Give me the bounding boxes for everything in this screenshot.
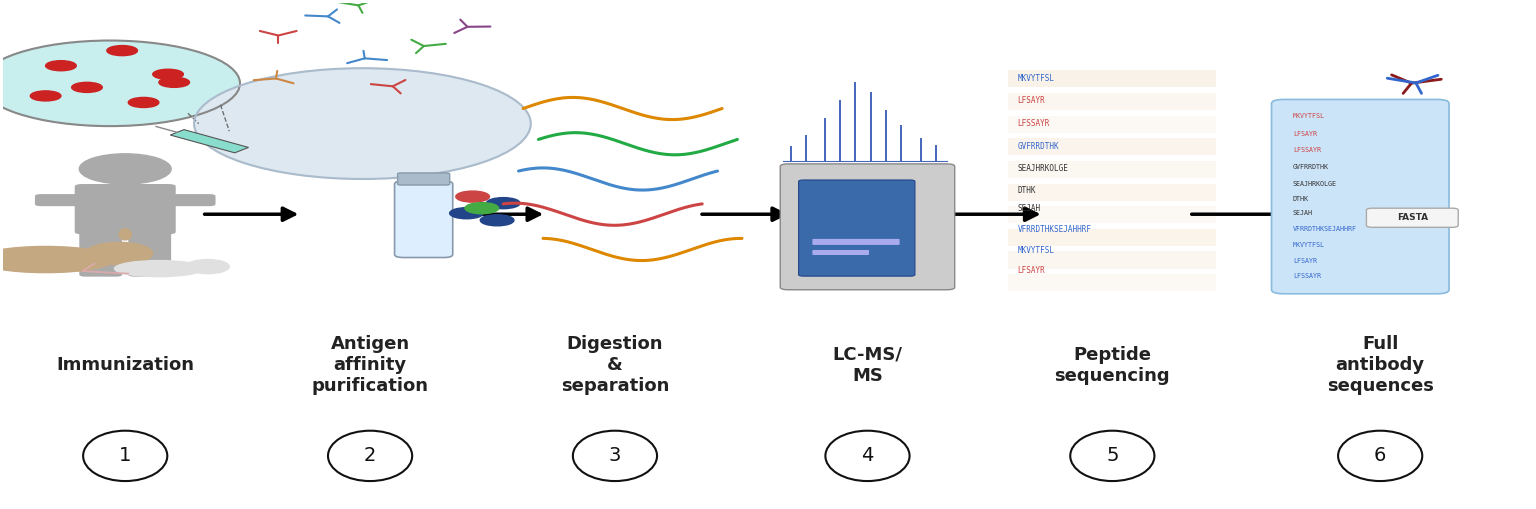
- Polygon shape: [170, 130, 249, 153]
- Text: GVFRRDTHK: GVFRRDTHK: [1293, 164, 1329, 170]
- Text: MKVYTFSL: MKVYTFSL: [1017, 246, 1054, 255]
- Text: VFRRDTHKSEJAHHRF: VFRRDTHKSEJAHHRF: [1017, 225, 1092, 234]
- FancyBboxPatch shape: [129, 228, 170, 277]
- Text: Peptide
sequencing: Peptide sequencing: [1055, 346, 1170, 385]
- Text: MKVYTFSL: MKVYTFSL: [1293, 242, 1326, 248]
- Text: VFRRDTHKSEJAHHRF: VFRRDTHKSEJAHHRF: [1293, 227, 1356, 232]
- Circle shape: [465, 203, 499, 214]
- Text: LFSSAYR: LFSSAYR: [1293, 273, 1321, 278]
- FancyBboxPatch shape: [1008, 251, 1217, 269]
- Text: MKVYTFSL: MKVYTFSL: [1293, 113, 1326, 119]
- FancyBboxPatch shape: [813, 250, 869, 255]
- FancyBboxPatch shape: [1008, 93, 1217, 110]
- FancyBboxPatch shape: [1008, 229, 1217, 246]
- FancyBboxPatch shape: [398, 173, 450, 185]
- Text: Antigen
affinity
purification: Antigen affinity purification: [312, 335, 429, 395]
- Text: SEAJHRKOLGE: SEAJHRKOLGE: [1293, 181, 1336, 186]
- Text: SEAJHRKOLGE: SEAJHRKOLGE: [1017, 164, 1069, 174]
- FancyBboxPatch shape: [1367, 208, 1458, 228]
- FancyBboxPatch shape: [160, 194, 215, 206]
- Circle shape: [0, 41, 240, 126]
- Text: 1: 1: [118, 446, 132, 465]
- Text: 3: 3: [608, 446, 621, 465]
- Text: LFSSAYR: LFSSAYR: [1293, 147, 1321, 153]
- Text: DTHK: DTHK: [1017, 186, 1035, 194]
- Circle shape: [487, 197, 521, 209]
- Circle shape: [450, 208, 484, 219]
- Text: DTHK: DTHK: [1293, 196, 1309, 202]
- Text: SEJAH: SEJAH: [1017, 204, 1040, 213]
- Text: LFSAYR: LFSAYR: [1017, 266, 1044, 275]
- Circle shape: [72, 82, 103, 93]
- Text: MKVYTFSL: MKVYTFSL: [1017, 74, 1054, 83]
- Circle shape: [456, 191, 490, 202]
- FancyBboxPatch shape: [1008, 184, 1217, 201]
- Text: LC-MS/
MS: LC-MS/ MS: [833, 346, 903, 385]
- Text: LFSAYR: LFSAYR: [1293, 258, 1316, 264]
- Circle shape: [46, 61, 77, 71]
- FancyBboxPatch shape: [1008, 138, 1217, 155]
- FancyBboxPatch shape: [1008, 274, 1217, 291]
- FancyBboxPatch shape: [799, 180, 915, 276]
- Text: SEJAH: SEJAH: [1293, 210, 1313, 216]
- Circle shape: [158, 77, 189, 88]
- FancyBboxPatch shape: [1008, 116, 1217, 133]
- Circle shape: [186, 260, 229, 274]
- FancyBboxPatch shape: [1008, 206, 1217, 223]
- Circle shape: [194, 68, 531, 179]
- FancyBboxPatch shape: [75, 184, 175, 234]
- Text: LFSSAYR: LFSSAYR: [1017, 119, 1049, 128]
- Circle shape: [86, 242, 152, 265]
- Circle shape: [129, 97, 158, 107]
- Circle shape: [152, 69, 183, 79]
- Circle shape: [80, 154, 170, 184]
- Circle shape: [481, 215, 515, 226]
- Text: Full
antibody
sequences: Full antibody sequences: [1327, 335, 1433, 395]
- Text: Immunization: Immunization: [57, 356, 194, 374]
- FancyBboxPatch shape: [395, 181, 453, 258]
- Ellipse shape: [120, 229, 132, 240]
- FancyBboxPatch shape: [813, 239, 900, 245]
- FancyBboxPatch shape: [1008, 70, 1217, 88]
- FancyBboxPatch shape: [80, 228, 123, 277]
- Circle shape: [108, 46, 137, 55]
- Text: 2: 2: [364, 446, 376, 465]
- Text: 6: 6: [1375, 446, 1387, 465]
- Text: FASTA: FASTA: [1396, 213, 1428, 222]
- Text: Digestion
&
separation: Digestion & separation: [561, 335, 670, 395]
- FancyBboxPatch shape: [780, 164, 955, 290]
- Text: LFSAYR: LFSAYR: [1017, 96, 1044, 105]
- FancyBboxPatch shape: [1272, 99, 1448, 294]
- FancyBboxPatch shape: [35, 194, 91, 206]
- FancyBboxPatch shape: [1008, 161, 1217, 178]
- Text: 5: 5: [1106, 446, 1118, 465]
- Ellipse shape: [115, 261, 203, 277]
- Text: GVFRRDTHK: GVFRRDTHK: [1017, 142, 1060, 151]
- Ellipse shape: [0, 246, 115, 273]
- Text: 4: 4: [862, 446, 874, 465]
- Text: LFSAYR: LFSAYR: [1293, 131, 1316, 137]
- Circle shape: [31, 91, 61, 101]
